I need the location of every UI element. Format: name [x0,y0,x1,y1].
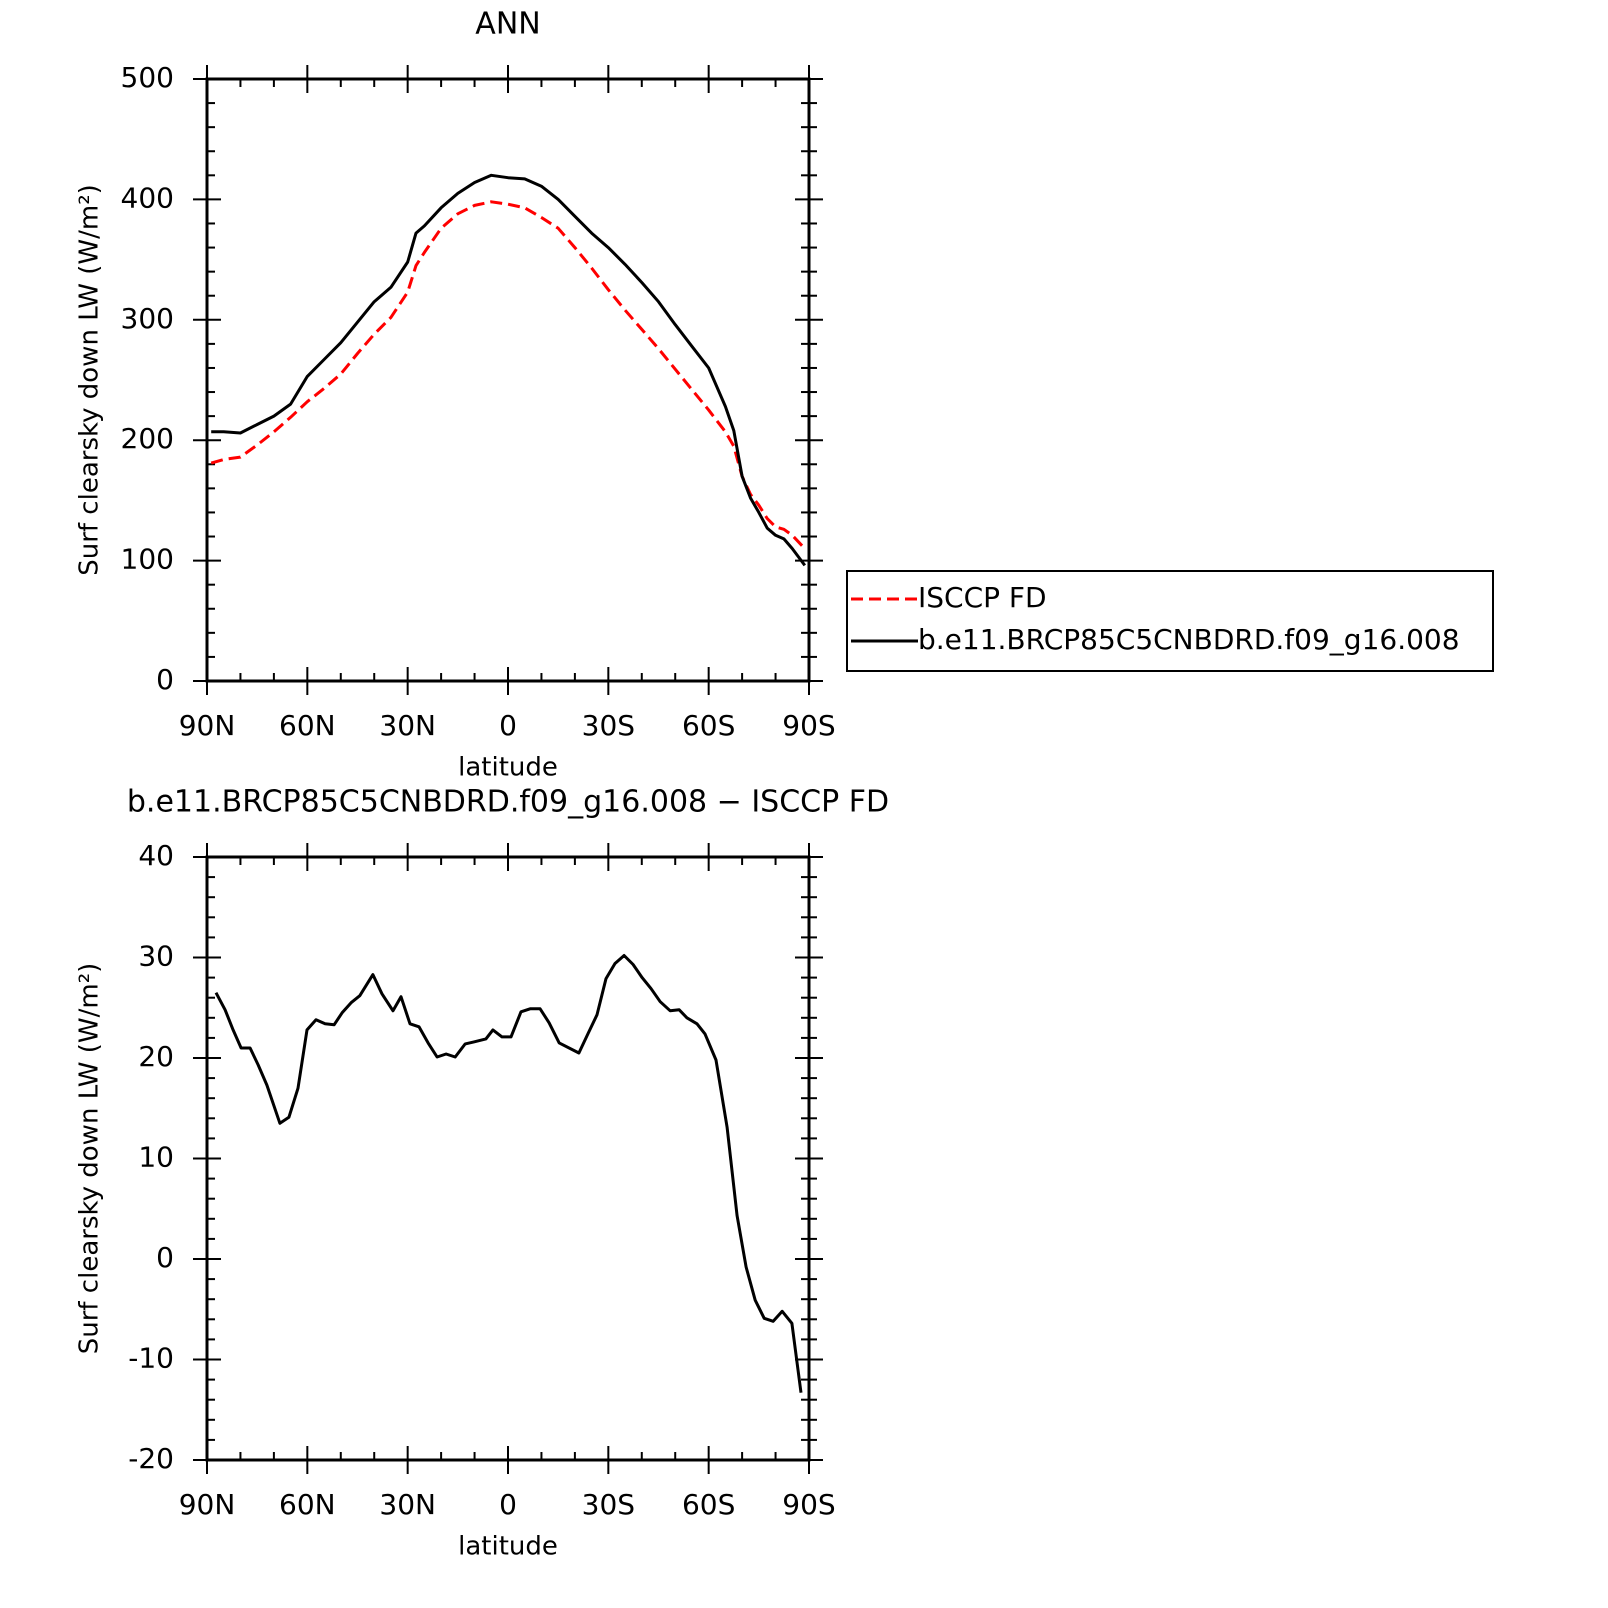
y-tick-label: 100 [121,543,174,576]
x-tick-label: 60S [682,709,735,742]
x-tick-label: 0 [499,1488,517,1521]
x-tick-label: 90N [179,709,236,742]
x-tick-label: 60N [279,1488,336,1521]
chart-title: b.e11.BRCP85C5CNBDRD.f09_g16.008 − ISCCP… [127,785,889,820]
y-tick-label: 10 [138,1141,174,1174]
series-line [211,173,807,567]
x-tick-label: 30S [582,1488,635,1521]
x-tick-label: 30N [379,1488,436,1521]
x-tick-label: 90S [782,709,835,742]
y-tick-label: 500 [121,61,174,94]
x-tick-label: 0 [499,709,517,742]
y-tick-label: -20 [128,1442,174,1475]
data-line [214,954,803,1393]
y-tick-label: 200 [121,422,174,455]
y-tick-label: 0 [156,663,174,696]
x-axis-label: latitude [458,1532,558,1562]
x-tick-label: 90N [179,1488,236,1521]
y-tick-label: 400 [121,181,174,214]
x-axis-label: latitude [458,753,558,783]
series-line [210,200,806,550]
y-axis-label: Surf clearsky down LW (W/m²) [75,184,105,576]
x-tick-label: 30S [582,709,635,742]
plot-frame [205,77,811,683]
y-tick-label: 0 [156,1241,174,1274]
x-tick-label: 60S [682,1488,735,1521]
plot-frame [205,855,811,1462]
legend-label: b.e11.BRCP85C5CNBDRD.f09_g16.008 [918,623,1460,656]
y-tick-label: -10 [128,1342,174,1375]
x-tick-label: 90S [782,1488,835,1521]
legend-label: ISCCP FD [918,581,1047,614]
legend-box [846,570,1494,672]
y-tick-label: 20 [138,1040,174,1073]
y-tick-label: 40 [138,839,174,872]
y-tick-label: 30 [138,940,174,973]
x-tick-label: 60N [279,709,336,742]
x-tick-label: 30N [379,709,436,742]
chart-title: ANN [475,7,540,42]
y-tick-label: 300 [121,302,174,335]
y-axis-label: Surf clearsky down LW (W/m²) [75,963,105,1355]
